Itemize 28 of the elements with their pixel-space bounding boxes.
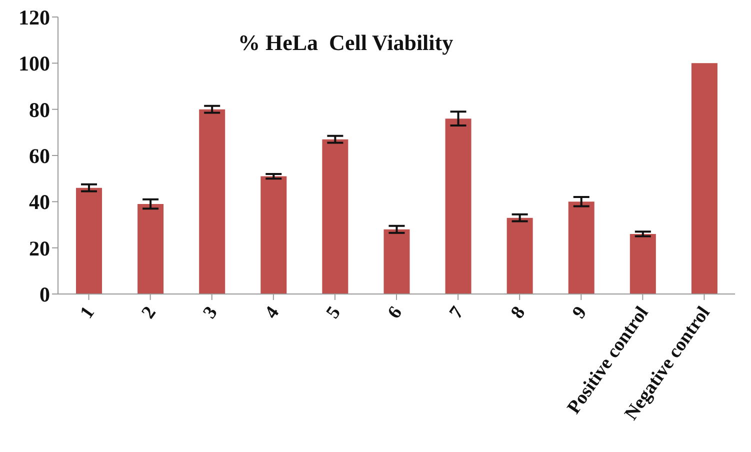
x-tick-label: 5 xyxy=(322,302,346,323)
x-tick-label: 3 xyxy=(199,302,222,323)
bar xyxy=(445,118,472,294)
x-tick-label: 8 xyxy=(507,302,530,323)
y-tick-label: 80 xyxy=(29,98,50,122)
bar xyxy=(630,234,656,294)
x-tick-label: 7 xyxy=(445,302,468,323)
y-tick-label: 60 xyxy=(29,144,50,168)
x-tick-label: 9 xyxy=(568,302,592,323)
y-tick-label: 40 xyxy=(29,190,50,214)
bar xyxy=(568,202,594,294)
x-tick-label: 4 xyxy=(260,302,284,323)
bar xyxy=(506,218,533,294)
y-tick-label: 20 xyxy=(29,236,50,260)
bar xyxy=(322,139,348,294)
x-tick-label: 6 xyxy=(384,302,407,323)
bar xyxy=(691,63,718,294)
y-tick-label: 120 xyxy=(18,5,50,30)
x-tick-label: 1 xyxy=(76,302,99,323)
text: % HeLa Cell Viability xyxy=(238,30,454,56)
bar xyxy=(384,229,410,294)
bar xyxy=(199,109,226,294)
y-tick-label: 0 xyxy=(40,282,50,306)
bar xyxy=(76,188,102,294)
bar xyxy=(138,204,164,294)
y-tick-label: 100 xyxy=(18,52,50,76)
x-tick-label: 2 xyxy=(138,302,160,323)
bar xyxy=(260,176,287,294)
